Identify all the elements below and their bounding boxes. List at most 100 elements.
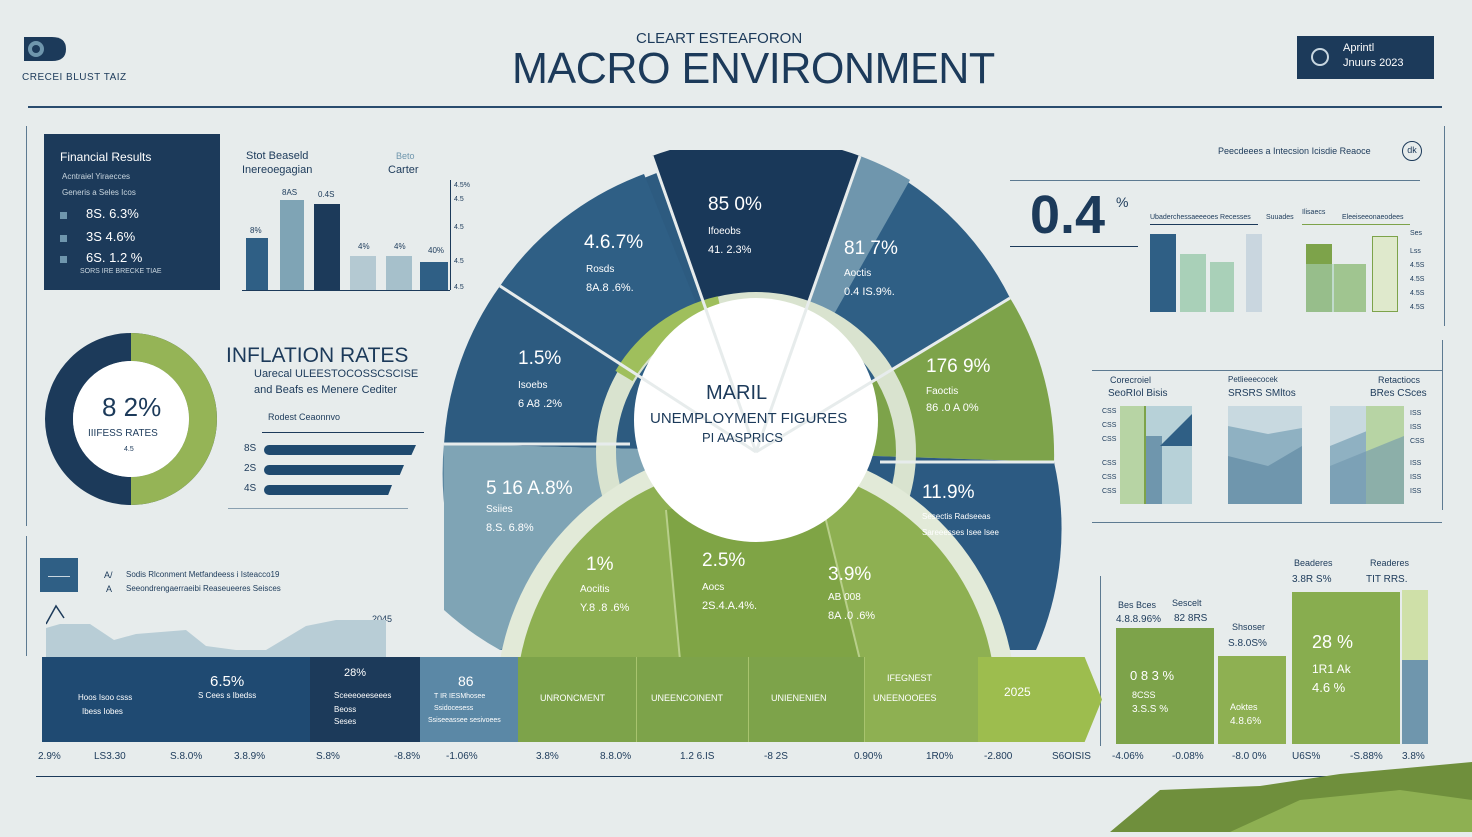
timeline-axis-label: -1.06% bbox=[446, 751, 478, 762]
segment-sub: 8A.8 .6%. bbox=[586, 282, 634, 294]
date-line-2: Jnuurs 2023 bbox=[1343, 57, 1404, 69]
timeline-segment: UNEENCOINENT bbox=[636, 657, 749, 742]
bullet-icon bbox=[60, 256, 67, 263]
timeline-axis-label: 1R0% bbox=[926, 751, 954, 762]
axis-tick: 4.5 bbox=[454, 284, 464, 291]
axis-tick: CSS bbox=[1102, 436, 1117, 443]
right-top-legend: Suuades bbox=[1266, 214, 1294, 221]
bar-top-label: Bes Bces bbox=[1118, 600, 1157, 610]
timeline-axis-label: 3.8.9% bbox=[234, 751, 266, 762]
chart-bar bbox=[350, 256, 376, 290]
area-legend: Seeondrengaerraeibi Reaseueeres Seisces bbox=[126, 584, 281, 593]
bar-top-value: S.8.0S% bbox=[1228, 638, 1267, 649]
inflation-bar bbox=[264, 445, 416, 455]
bullet-icon bbox=[60, 212, 67, 219]
timeline-axis-label: LS3.30 bbox=[94, 751, 126, 762]
timeline-line: UNEENOOEES bbox=[873, 693, 937, 703]
chart-bar bbox=[1372, 236, 1398, 312]
bar-sub: 4.8.6% bbox=[1230, 716, 1262, 727]
bar-top-value: 82 8RS bbox=[1174, 613, 1208, 624]
wheel-center-subtitle-2: PI AASPRICS bbox=[702, 430, 783, 445]
segment-value: 3.9% bbox=[828, 564, 872, 585]
hbar-label: 8S bbox=[244, 443, 257, 454]
financial-subtitle: Acntraiel Yiraecces bbox=[62, 172, 131, 181]
axis-tick: CSS bbox=[1102, 408, 1117, 415]
timeline-segment: IFEGNEST UNEENOOEES bbox=[864, 657, 979, 742]
timeline-axis-label: 3.8% bbox=[536, 751, 559, 762]
donut-sub: 4.5 bbox=[124, 446, 134, 453]
bullet-icon bbox=[60, 235, 67, 242]
segment-sub: 2S.4.A.4%. bbox=[702, 600, 758, 612]
segment-value: 1% bbox=[586, 554, 614, 575]
bar-label: 40% bbox=[428, 246, 445, 255]
chart-bar bbox=[280, 200, 304, 290]
axis-tick: 4.5S bbox=[1410, 304, 1425, 311]
chart-bar bbox=[1150, 234, 1176, 312]
bar-label: Aoktes bbox=[1230, 702, 1258, 712]
axis-tick: 4.5 bbox=[454, 258, 464, 265]
bar-label: 8CSS bbox=[1132, 690, 1156, 700]
right-top-legend: Eleeiseeonaeodees bbox=[1342, 214, 1404, 221]
segment-value: 4.6.7% bbox=[584, 232, 644, 253]
financial-results-panel: Financial Results Acntraiel Yiraecces Ge… bbox=[44, 134, 220, 290]
chart-bar: Aoktes 4.8.6% bbox=[1218, 656, 1286, 744]
segment-label: Isoebs bbox=[518, 380, 548, 391]
segment-value: 1.5% bbox=[518, 348, 562, 369]
right-top-legend: Ubaderchessaeeeoes Recesses bbox=[1150, 214, 1251, 221]
inflation-title: INFLATION RATES bbox=[226, 344, 409, 367]
timeline-axis-label: 1.2 6.IS bbox=[680, 751, 715, 762]
big-value-unit: % bbox=[1116, 194, 1129, 210]
legend-line bbox=[1302, 224, 1410, 225]
right-mid-sublabel: BRes CSces bbox=[1370, 388, 1427, 399]
axis-tick: CSS bbox=[1102, 422, 1117, 429]
axis-tick: Ses bbox=[1410, 230, 1423, 237]
small-chart-legend: Carter bbox=[388, 164, 419, 176]
timeline-axis-label: -2.800 bbox=[984, 751, 1013, 762]
bar-value: 0 8 3 % bbox=[1130, 668, 1175, 683]
timeline-line: T IR IESMhosee bbox=[434, 693, 486, 700]
axis-tick: ISS bbox=[1410, 424, 1422, 431]
axis-tick: ISS bbox=[1410, 460, 1422, 467]
area-legend: Sodis Rlconment Metfandeess i Isteacco19 bbox=[126, 570, 280, 579]
bar-top-value: TIT RRS. bbox=[1366, 574, 1408, 585]
timeline-segment: 86 T IR IESMhosee Ssidocesess Ssiseeasse… bbox=[420, 657, 518, 742]
axis-tick: ISS bbox=[1410, 488, 1422, 495]
timeline-axis-label: S.8.0% bbox=[170, 751, 203, 762]
right-top-header: Peecdeees a Intecsion Icisdie Reaoce bbox=[1218, 146, 1371, 156]
segment-sub: 8A .0 .6% bbox=[828, 610, 876, 622]
mid-panel-1-bar bbox=[1146, 436, 1162, 504]
segment-label: Rosds bbox=[586, 264, 615, 275]
wheel-center-title: MARIL bbox=[706, 382, 768, 404]
timeline-axis-label: 3.8% bbox=[1402, 751, 1425, 762]
chart-bar bbox=[1246, 234, 1262, 312]
wheel-center-subtitle: UNEMPLOYMENT FIGURES bbox=[650, 410, 848, 427]
segment-value: 85 0% bbox=[708, 194, 762, 215]
timeline-baseline bbox=[36, 776, 1436, 777]
timeline-line: S Cees s Ibedss bbox=[198, 691, 257, 700]
bar-top-value: 4.8.8.96% bbox=[1116, 614, 1162, 625]
timeline-axis-label: U6S% bbox=[1292, 751, 1321, 762]
timeline-line: Hoos Isoo csss bbox=[78, 693, 133, 702]
segment-sub: Y.8 .8 .6% bbox=[580, 602, 630, 614]
info-icon[interactable]: dk bbox=[1402, 141, 1422, 161]
bar-label: 4% bbox=[358, 242, 370, 251]
area-chart bbox=[45, 600, 416, 657]
segment-value: 11.9% bbox=[922, 482, 975, 503]
small-chart-baseline bbox=[242, 290, 450, 291]
inflation-divider bbox=[262, 432, 424, 433]
financial-row: 3S 4.6% bbox=[86, 229, 136, 244]
axis-tick: ISS bbox=[1410, 474, 1422, 481]
axis-tick: Lss bbox=[1410, 248, 1421, 255]
header-divider bbox=[28, 106, 1442, 108]
page-kicker: CLEART ESTEAFORON bbox=[636, 30, 803, 47]
calendar-icon bbox=[1311, 48, 1329, 66]
mid-panel-1 bbox=[1120, 406, 1192, 504]
segment-label: Ifoeobs bbox=[708, 226, 741, 237]
right-mid-label: Retactiocs bbox=[1378, 375, 1421, 385]
segment-sub: 8.S. 6.8% bbox=[486, 522, 534, 534]
section-divider bbox=[228, 508, 408, 509]
timeline-line: Beoss bbox=[334, 705, 357, 714]
financial-subtitle-2: Generis a Seles Icos bbox=[62, 188, 136, 197]
mid-panel-3 bbox=[1330, 406, 1404, 504]
timeline-axis-label: 8.8.0% bbox=[600, 751, 632, 762]
